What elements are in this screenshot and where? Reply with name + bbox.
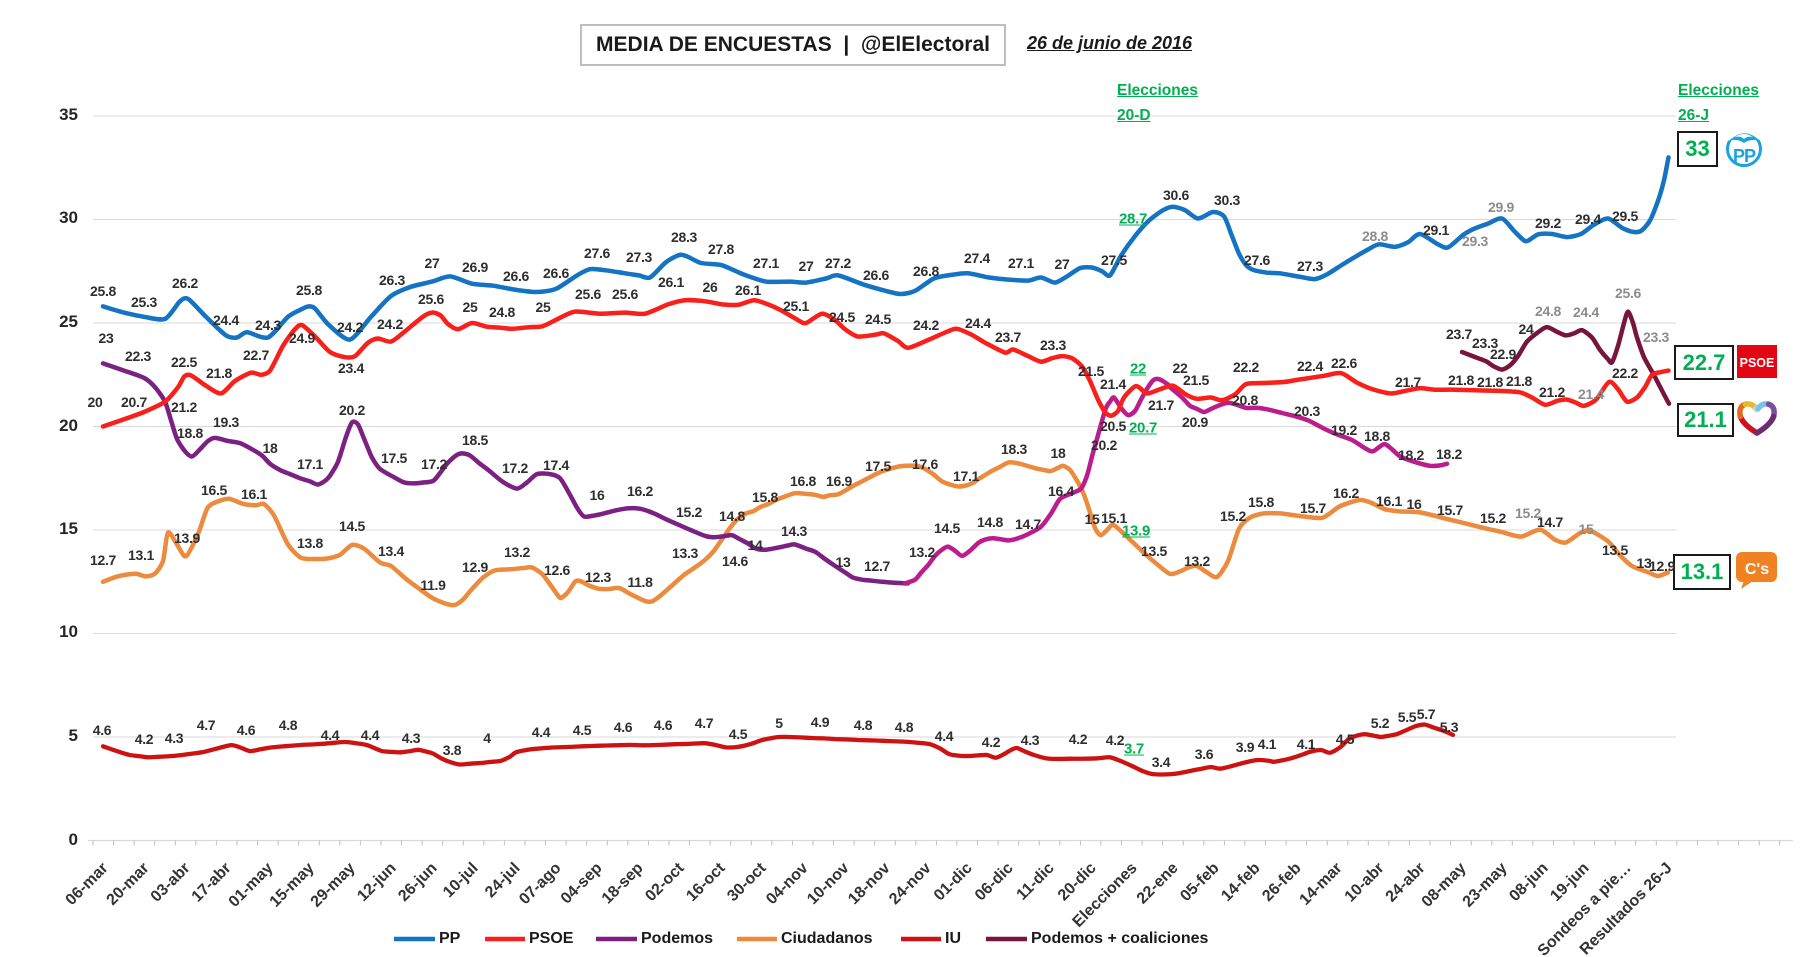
svg-text:PSOE: PSOE	[1740, 356, 1775, 370]
svg-text:PP: PP	[1733, 146, 1756, 166]
svg-text:C's: C's	[1745, 561, 1769, 578]
